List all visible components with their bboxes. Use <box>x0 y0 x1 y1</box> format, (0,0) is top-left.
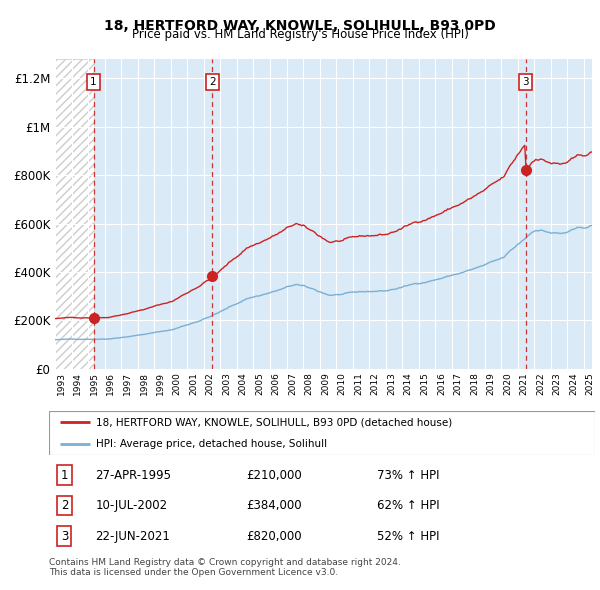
Text: Contains HM Land Registry data © Crown copyright and database right 2024.: Contains HM Land Registry data © Crown c… <box>49 558 401 566</box>
Text: HPI: Average price, detached house, Solihull: HPI: Average price, detached house, Soli… <box>95 440 327 450</box>
Text: 1994: 1994 <box>73 372 82 395</box>
Text: 2010: 2010 <box>338 372 347 395</box>
Text: 52% ↑ HPI: 52% ↑ HPI <box>377 530 439 543</box>
Text: 2006: 2006 <box>272 372 281 395</box>
Text: 2020: 2020 <box>503 372 512 395</box>
Text: 2021: 2021 <box>520 372 529 395</box>
Text: 1993: 1993 <box>57 372 66 395</box>
Text: 2019: 2019 <box>487 372 496 395</box>
Text: 2009: 2009 <box>321 372 330 395</box>
Text: 2013: 2013 <box>388 372 397 395</box>
Text: 1996: 1996 <box>106 372 115 395</box>
Text: 1: 1 <box>61 468 68 481</box>
Text: 73% ↑ HPI: 73% ↑ HPI <box>377 468 439 481</box>
Text: 18, HERTFORD WAY, KNOWLE, SOLIHULL, B93 0PD (detached house): 18, HERTFORD WAY, KNOWLE, SOLIHULL, B93 … <box>95 417 452 427</box>
Text: 1997: 1997 <box>123 372 132 395</box>
Text: Price paid vs. HM Land Registry's House Price Index (HPI): Price paid vs. HM Land Registry's House … <box>131 28 469 41</box>
Text: 1995: 1995 <box>90 372 99 395</box>
Text: 2018: 2018 <box>470 372 479 395</box>
FancyBboxPatch shape <box>49 411 595 455</box>
Text: 62% ↑ HPI: 62% ↑ HPI <box>377 499 439 512</box>
Text: 1: 1 <box>90 77 97 87</box>
Text: 2005: 2005 <box>255 372 264 395</box>
Text: 2025: 2025 <box>586 372 595 395</box>
Text: 2001: 2001 <box>189 372 198 395</box>
Text: 10-JUL-2002: 10-JUL-2002 <box>95 499 168 512</box>
Text: 2: 2 <box>209 77 216 87</box>
Text: 3: 3 <box>61 530 68 543</box>
Text: 2012: 2012 <box>371 372 380 395</box>
Text: 2023: 2023 <box>553 372 562 395</box>
Text: 2014: 2014 <box>404 372 413 395</box>
Text: 2000: 2000 <box>173 372 182 395</box>
Text: 3: 3 <box>522 77 529 87</box>
Text: 2002: 2002 <box>206 372 215 395</box>
Text: 22-JUN-2021: 22-JUN-2021 <box>95 530 170 543</box>
Text: 2003: 2003 <box>222 372 231 395</box>
Text: 2016: 2016 <box>437 372 446 395</box>
Text: 2004: 2004 <box>239 372 248 395</box>
Text: 2015: 2015 <box>421 372 430 395</box>
Text: 2011: 2011 <box>354 372 363 395</box>
Text: £210,000: £210,000 <box>246 468 302 481</box>
Text: 18, HERTFORD WAY, KNOWLE, SOLIHULL, B93 0PD: 18, HERTFORD WAY, KNOWLE, SOLIHULL, B93 … <box>104 19 496 33</box>
Bar <box>55 59 94 369</box>
Text: This data is licensed under the Open Government Licence v3.0.: This data is licensed under the Open Gov… <box>49 568 338 576</box>
Text: 2: 2 <box>61 499 68 512</box>
Text: 1998: 1998 <box>139 372 148 395</box>
Text: £820,000: £820,000 <box>246 530 301 543</box>
Text: £384,000: £384,000 <box>246 499 301 512</box>
Text: 2024: 2024 <box>569 372 578 395</box>
Text: 2008: 2008 <box>305 372 314 395</box>
Text: 1999: 1999 <box>156 372 165 395</box>
Text: 27-APR-1995: 27-APR-1995 <box>95 468 172 481</box>
Text: 2007: 2007 <box>288 372 297 395</box>
Text: 2017: 2017 <box>454 372 463 395</box>
Text: 2022: 2022 <box>536 372 545 395</box>
